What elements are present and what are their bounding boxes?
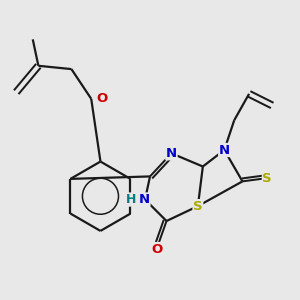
Text: H: H: [125, 193, 136, 206]
Text: N: N: [219, 143, 230, 157]
Text: S: S: [193, 200, 203, 213]
Text: N: N: [139, 193, 150, 206]
Text: N: N: [166, 147, 177, 160]
Text: O: O: [151, 243, 162, 256]
Text: S: S: [262, 172, 272, 184]
Text: O: O: [96, 92, 107, 105]
